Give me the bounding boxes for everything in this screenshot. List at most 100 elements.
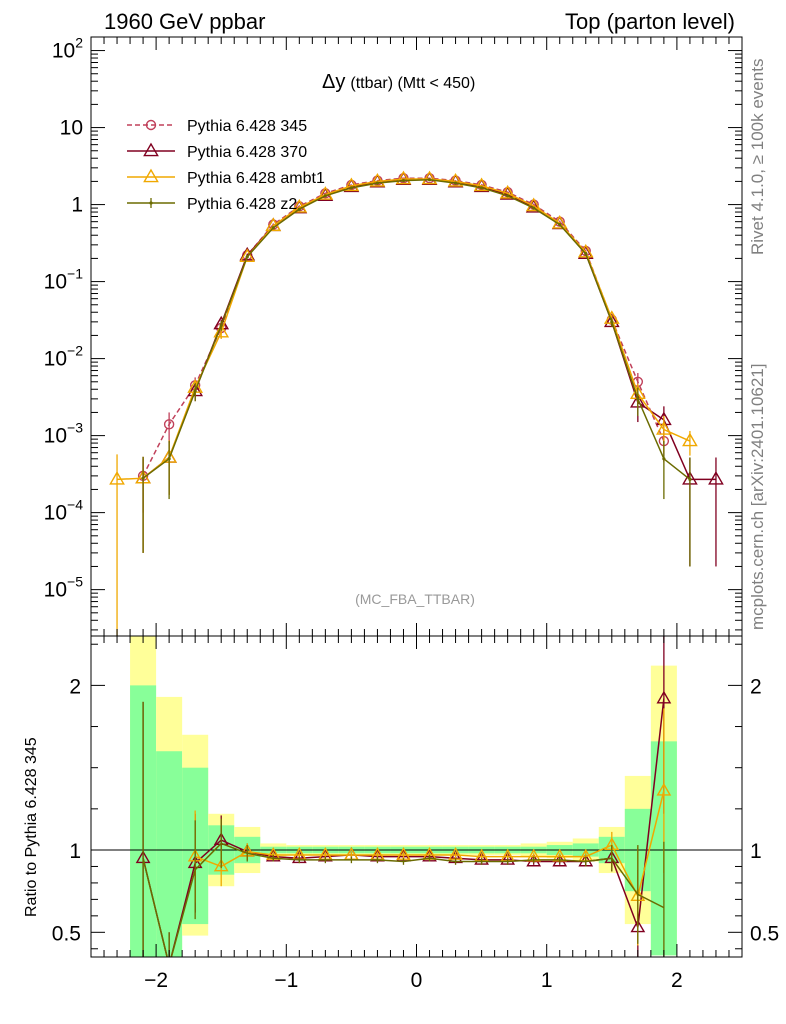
- header-left: 1960 GeV ppbar: [104, 9, 265, 34]
- series-line: [142, 179, 691, 480]
- header-right: Top (parton level): [565, 9, 735, 34]
- dot-marker: [193, 389, 197, 393]
- dot-marker: [149, 201, 153, 205]
- y-tick-label: 10−4: [44, 497, 84, 525]
- dot-marker: [245, 255, 249, 259]
- triangle-marker: [369, 172, 386, 187]
- triangle-marker: [656, 421, 672, 435]
- x-tick-label: 0: [411, 969, 423, 992]
- triangle-marker: [317, 186, 334, 200]
- green-band-bin: [156, 751, 183, 957]
- y-tick-label: 10−5: [44, 574, 84, 602]
- plot-title-main: Δy: [322, 71, 345, 93]
- ratio-tick-label-left: 1: [69, 840, 81, 863]
- mcplots-label: mcplots.cern.ch [arXiv:2401.10621]: [748, 364, 767, 630]
- ratio-plot: −2 −1 0 1 2 0.5 0.5 1 1 2 2: [52, 37, 779, 992]
- legend-label: Pythia 6.428 370: [187, 144, 307, 161]
- triangle-marker: [143, 142, 159, 157]
- dot-marker: [427, 178, 432, 182]
- triangle-marker: [447, 172, 464, 187]
- dot-marker: [375, 181, 380, 185]
- ratio-tick-label-left: 2: [69, 675, 81, 698]
- legend-label: Pythia 6.428 ambt1: [187, 170, 325, 187]
- legend-label: Pythia 6.428 345: [187, 118, 307, 135]
- plot-title: Δy (ttbar) (Mtt < 450): [322, 71, 475, 93]
- y-tick-label: 10−1: [44, 266, 84, 294]
- ratio-pythia-6-428-z2: [142, 701, 665, 957]
- ratio-tick-label-right: 1: [750, 840, 762, 863]
- triangle-marker: [343, 177, 360, 192]
- dot-marker: [141, 476, 145, 480]
- ratio-pythia-6-428-ambt1: [187, 708, 672, 946]
- dot-marker: [480, 186, 484, 190]
- dot-marker: [271, 226, 275, 230]
- ratio-pythia-6-428-370: [135, 636, 672, 970]
- triangle-marker: [291, 198, 308, 213]
- dot-marker: [323, 194, 327, 198]
- triangle-marker: [656, 782, 672, 796]
- dot-marker: [636, 397, 640, 401]
- dot-marker: [610, 320, 614, 324]
- y-tick-label: 10: [60, 117, 83, 140]
- series-pythia-6-428-z2: [141, 178, 692, 567]
- series-line: [117, 178, 691, 481]
- x-axis: −2 −1 0 1 2: [103, 37, 730, 992]
- triangle-marker: [525, 197, 542, 212]
- dot-marker: [584, 252, 588, 256]
- ratio-tick-label-left: 0.5: [52, 922, 81, 945]
- triangle-marker: [499, 184, 516, 199]
- dot-marker: [532, 206, 536, 210]
- x-tick-label: 1: [541, 969, 553, 992]
- circle-marker: [163, 419, 175, 430]
- y-tick-label: 102: [52, 35, 83, 63]
- legend: Pythia 6.428 345 Pythia 6.428 370 Pythia 6…: [127, 118, 325, 213]
- triangle-marker: [143, 168, 159, 183]
- series-pythia-6-428-ambt1: [109, 170, 698, 636]
- plot-title-sub: (ttbar) (Mtt < 450): [350, 75, 475, 92]
- legend-entry: Pythia 6.428 z2: [127, 196, 297, 213]
- dot-marker: [662, 457, 666, 461]
- triangle-marker: [473, 177, 490, 192]
- y-tick-label: 10−2: [44, 343, 84, 371]
- ratio-y-axis: 0.5 0.5 1 1 2 2: [52, 643, 779, 950]
- triangle-marker: [682, 432, 698, 447]
- ratio-tick-label-right: 0.5: [750, 922, 779, 945]
- triangle-marker: [421, 170, 438, 185]
- dot-marker: [349, 186, 353, 190]
- triangle-marker: [395, 170, 412, 185]
- main-series: [109, 170, 724, 636]
- triangle-marker: [213, 858, 229, 872]
- dot-marker: [167, 457, 171, 461]
- legend-entry: Pythia 6.428 345: [127, 118, 307, 135]
- legend-label: Pythia 6.428 z2: [187, 196, 297, 213]
- dot-marker: [558, 222, 562, 227]
- y-tick-label: 10−3: [44, 420, 84, 448]
- triangle-marker: [213, 323, 230, 338]
- ratio-bands: [130, 636, 677, 957]
- triangle-marker: [708, 471, 724, 485]
- ratio-series: [135, 636, 672, 970]
- series-line: [142, 179, 716, 481]
- legend-entry: Pythia 6.428 ambt1: [127, 168, 325, 187]
- triangle-marker: [577, 245, 594, 259]
- triangle-marker: [656, 690, 672, 704]
- dot-marker: [401, 178, 406, 183]
- series-pythia-6-428-370: [135, 171, 724, 567]
- analysis-label: (MC_FBA_TTBAR): [355, 591, 475, 607]
- triangle-marker: [163, 959, 175, 970]
- dot-marker: [219, 323, 223, 327]
- series-pythia-6-428-345: [137, 173, 670, 513]
- dot-marker: [506, 194, 510, 198]
- ratio-y-label: Ratio to Pythia 6.428 345: [23, 737, 40, 917]
- x-tick-label: −1: [274, 969, 298, 992]
- x-tick-label: −2: [144, 969, 168, 992]
- triangle-marker: [109, 471, 125, 485]
- x-tick-label: 2: [671, 969, 683, 992]
- triangle-marker: [239, 248, 256, 263]
- dot-marker: [453, 181, 458, 185]
- dot-marker: [297, 207, 301, 211]
- legend-entry: Pythia 6.428 370: [127, 142, 307, 161]
- dot-marker: [688, 477, 692, 482]
- rivet-label: Rivet 4.1.0, ≥ 100k events: [748, 59, 767, 255]
